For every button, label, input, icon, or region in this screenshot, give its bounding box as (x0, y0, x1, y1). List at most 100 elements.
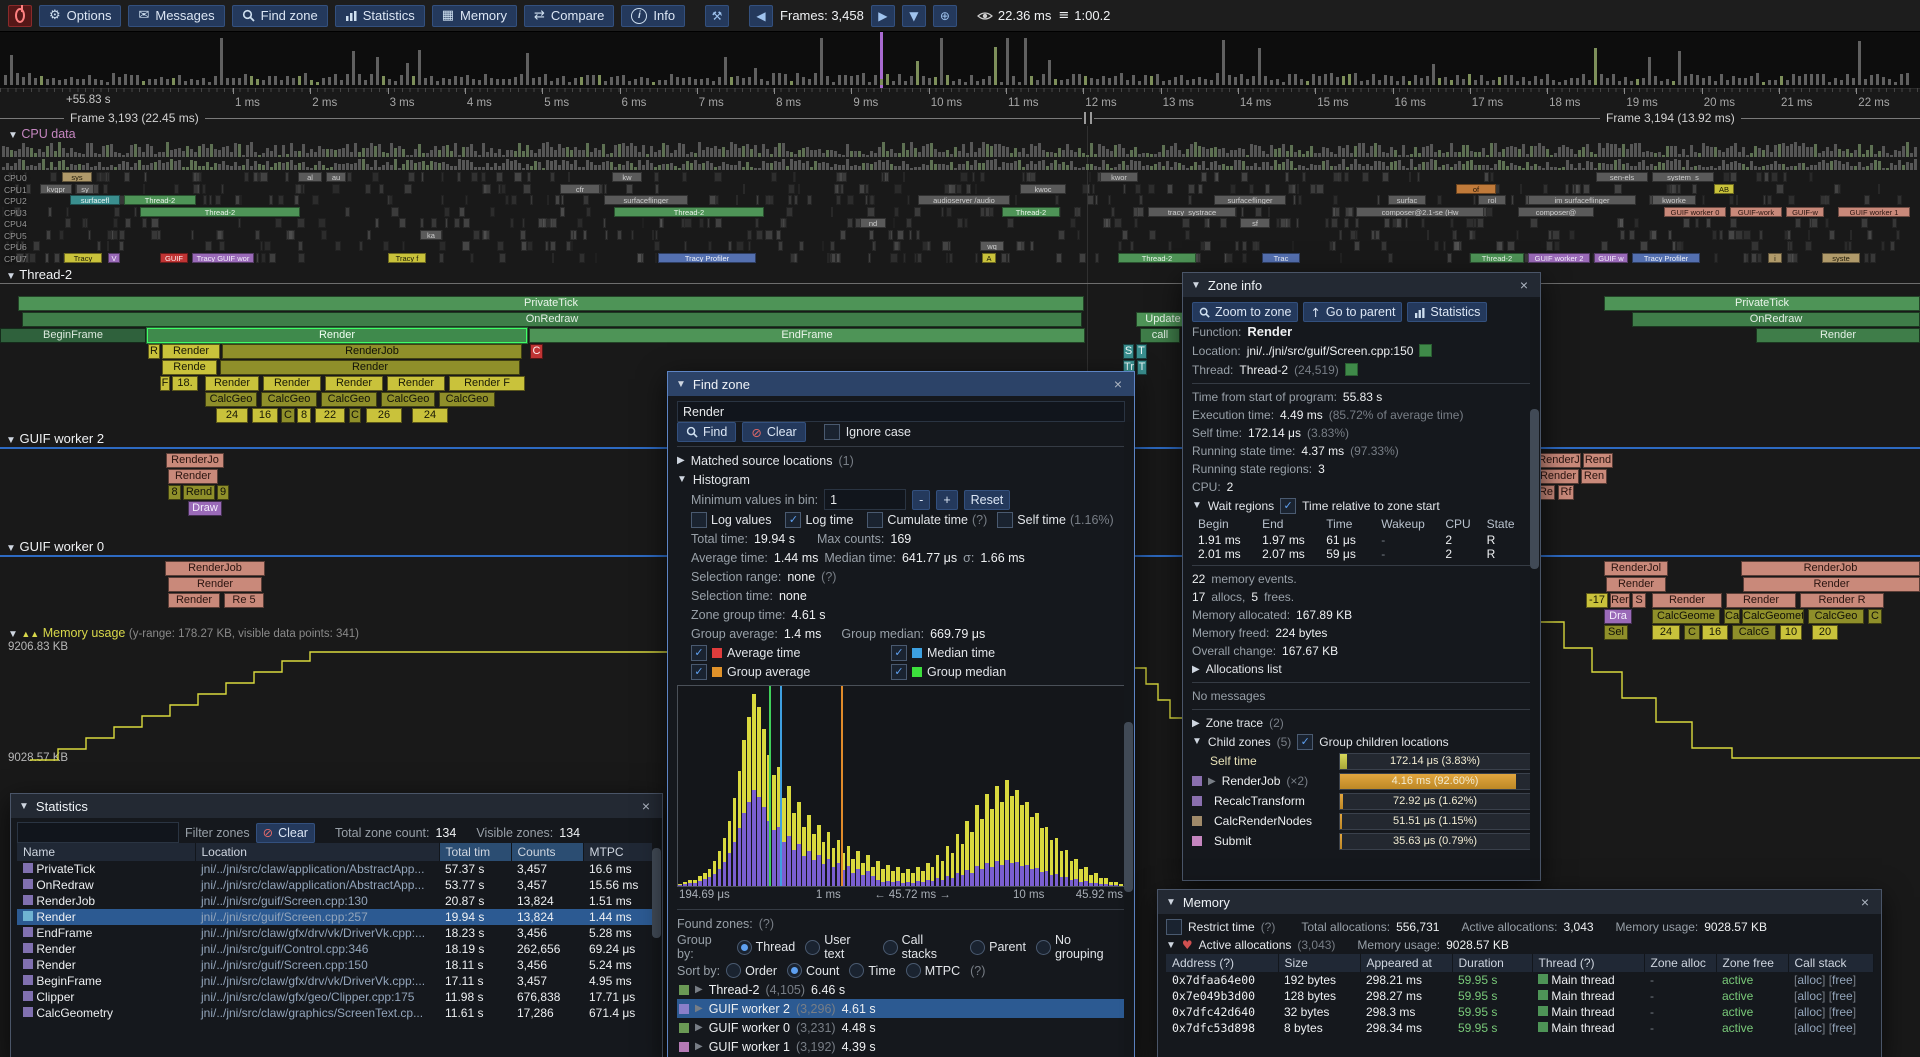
timeline-zone[interactable]: 18. (172, 376, 198, 391)
frame-dropdown-button[interactable]: ▼ (901, 4, 926, 27)
memory-col-header[interactable]: Size (1278, 954, 1361, 972)
alloc-callstack-link[interactable]: alloc (1797, 1005, 1823, 1019)
statistics-row[interactable]: RenderJob jni/../jni/src/guif/Screen.cpp… (17, 893, 656, 909)
find-zone-button[interactable]: Find zone (231, 4, 328, 27)
timeline-zone[interactable]: 16 (252, 408, 278, 423)
close-icon[interactable]: × (1519, 277, 1529, 293)
cpu-zone[interactable]: GUIF worker 1 (1838, 206, 1910, 217)
zone-statistics-button[interactable]: Statistics (1407, 302, 1488, 322)
memory-button[interactable]: ▦ Memory (431, 4, 517, 27)
frames-overview-strip[interactable] (0, 32, 1920, 89)
timeline-zone[interactable]: Render (1606, 577, 1666, 592)
cpu-zone[interactable]: rol (1478, 195, 1506, 205)
timeline-zone[interactable]: call (1140, 328, 1180, 343)
clear-filter-button[interactable]: ⊘ Clear (255, 822, 315, 843)
sort-by-radio[interactable] (787, 963, 803, 978)
cpu-zone[interactable]: Tracy Profiler (1632, 252, 1700, 263)
min-values-input[interactable] (824, 489, 907, 510)
decrement-button[interactable]: - (912, 489, 931, 510)
timeline-zone[interactable]: R (148, 344, 160, 359)
timeline-zone[interactable]: T (1137, 360, 1147, 375)
frame-label-right[interactable]: Frame 3,194 (13.92 ms) (1600, 111, 1741, 125)
col-location[interactable]: Location (195, 843, 440, 861)
view-span[interactable]: 22.36 ms (976, 8, 1051, 23)
cpu-zone[interactable]: surfacefl (70, 195, 120, 205)
timeline-zone[interactable]: Rer (1610, 593, 1630, 608)
scrollbar-thumb[interactable] (1530, 409, 1539, 569)
alloc-callstack-link[interactable]: alloc (1797, 1021, 1823, 1035)
timeline-zone[interactable]: Render (1652, 593, 1722, 608)
statistics-window-titlebar[interactable]: ▼ Statistics × (11, 794, 662, 818)
wait-col-header[interactable]: CPU (1445, 517, 1471, 531)
timeline-zone[interactable]: RenderJol (1604, 561, 1668, 576)
statistics-row[interactable]: Render jni/../jni/src/guif/Screen.cpp:15… (17, 957, 656, 973)
free-callstack-link[interactable]: free (1832, 973, 1853, 987)
cpu-zone[interactable]: ka (420, 229, 442, 240)
increment-button[interactable]: + (936, 489, 958, 510)
timeline-zone[interactable]: Render (325, 376, 383, 391)
cpu-zone[interactable]: GUIF w (1594, 252, 1628, 263)
found-zone-group-row[interactable]: ▶ Thread-2 (4,105) 6.46 s (677, 980, 1125, 999)
cpu-zone[interactable]: wq (980, 241, 1004, 251)
close-icon[interactable]: × (1113, 376, 1123, 392)
timeline-zone[interactable]: S (1123, 344, 1134, 359)
timeline-zone[interactable]: Render (1726, 593, 1796, 608)
cpu-zone[interactable]: im surfaceflinger (1528, 195, 1636, 205)
cpu-zone[interactable]: of (1456, 183, 1496, 194)
statistics-row[interactable]: CalcGeometry jni/../jni/src/claw/graphic… (17, 1005, 656, 1021)
expand-icon[interactable]: ▶ (677, 455, 685, 466)
alloc-callstack-link[interactable]: alloc (1797, 973, 1823, 987)
collapse-icon[interactable]: ▼ (1192, 500, 1202, 511)
cpu-zone[interactable]: sf (1240, 218, 1270, 228)
option-checkbox[interactable] (785, 511, 802, 528)
legend-checkbox[interactable] (891, 663, 907, 680)
go-to-parent-button[interactable]: ↑ Go to parent (1303, 302, 1403, 322)
memory-col-header[interactable]: Address (?) (1166, 954, 1279, 972)
timeline-zone[interactable]: Render (263, 376, 321, 391)
time-relative-checkbox[interactable] (1280, 497, 1297, 514)
ignore-case-checkbox[interactable] (823, 424, 840, 440)
cpu-zone[interactable]: al (298, 172, 322, 182)
option-checkbox[interactable] (867, 511, 884, 528)
cpu-zone[interactable]: composer@ (1518, 206, 1594, 217)
next-frame-button[interactable]: ▶ (870, 4, 895, 27)
timeline-zone[interactable]: Render (1756, 328, 1920, 343)
time-ruler[interactable]: +55.83 s 1 ms 2 ms 3 ms 4 ms 5 ms 6 ms 7 ms 8 m… (0, 88, 1920, 110)
frames-count[interactable]: Frames: 3,458 (780, 8, 864, 23)
cpu-zone[interactable]: AB (1714, 183, 1734, 194)
child-zone-row[interactable]: Submit 35.63 μs (0.79%) (1192, 831, 1531, 851)
compare-button[interactable]: ⇄ Compare (523, 4, 615, 27)
cpu-zone[interactable]: nd (860, 218, 886, 228)
free-callstack-link[interactable]: free (1832, 1005, 1853, 1019)
wait-col-header[interactable]: Begin (1198, 517, 1229, 531)
zone-search-input[interactable] (677, 401, 1125, 422)
timeline-zone[interactable]: 24 (216, 408, 248, 423)
allocation-row[interactable]: 0x7e049b3d00 128 bytes 298.27 ms 59.95 s… (1172, 989, 1857, 1003)
timeline-zone[interactable]: 10 (1780, 625, 1802, 640)
timeline-zone[interactable]: RenderJob (165, 561, 265, 576)
timeline-zone[interactable]: 24 (412, 408, 448, 423)
sort-by-radio[interactable] (726, 963, 742, 978)
cpu-zone[interactable]: audioserver /audio (918, 195, 1010, 205)
cpu-zone[interactable]: kwor (1100, 172, 1138, 182)
scrollbar-thumb[interactable] (1124, 722, 1133, 892)
col-total-time[interactable]: Total tim (439, 843, 512, 861)
group-by-radio[interactable] (970, 939, 986, 955)
timeline-zone[interactable]: 22 (315, 408, 345, 423)
timeline-zone[interactable]: 8 (168, 485, 181, 500)
timeline-zone[interactable]: RenderJ (1537, 453, 1581, 468)
timeline-zone[interactable]: RenderJo (166, 453, 224, 468)
cpu-zone[interactable]: Tracy GUIF wor (192, 252, 254, 263)
allocation-row[interactable]: 0x7dfc42d640 32 bytes 298.3 ms 59.95 s M… (1172, 1005, 1857, 1019)
scrollbar-thumb[interactable] (652, 848, 661, 938)
statistics-row[interactable]: Render jni/../jni/src/guif/Control.cpp:3… (17, 941, 656, 957)
cpu-zone[interactable]: GUIF-w (1786, 206, 1824, 217)
cpu-zone[interactable]: surfaceflinger (604, 195, 688, 205)
timeline-zone[interactable]: Rend (183, 485, 215, 500)
statistics-row[interactable]: OnRedraw jni/../jni/src/claw/application… (17, 877, 656, 893)
collapse-icon[interactable]: ▼ (1166, 939, 1176, 951)
collapse-icon[interactable]: ▼ (677, 474, 687, 485)
timeline-zone[interactable]: Ca (1724, 609, 1740, 624)
group-children-checkbox[interactable] (1297, 733, 1314, 750)
zone-info-window-titlebar[interactable]: ▼ Zone info × (1183, 273, 1540, 297)
